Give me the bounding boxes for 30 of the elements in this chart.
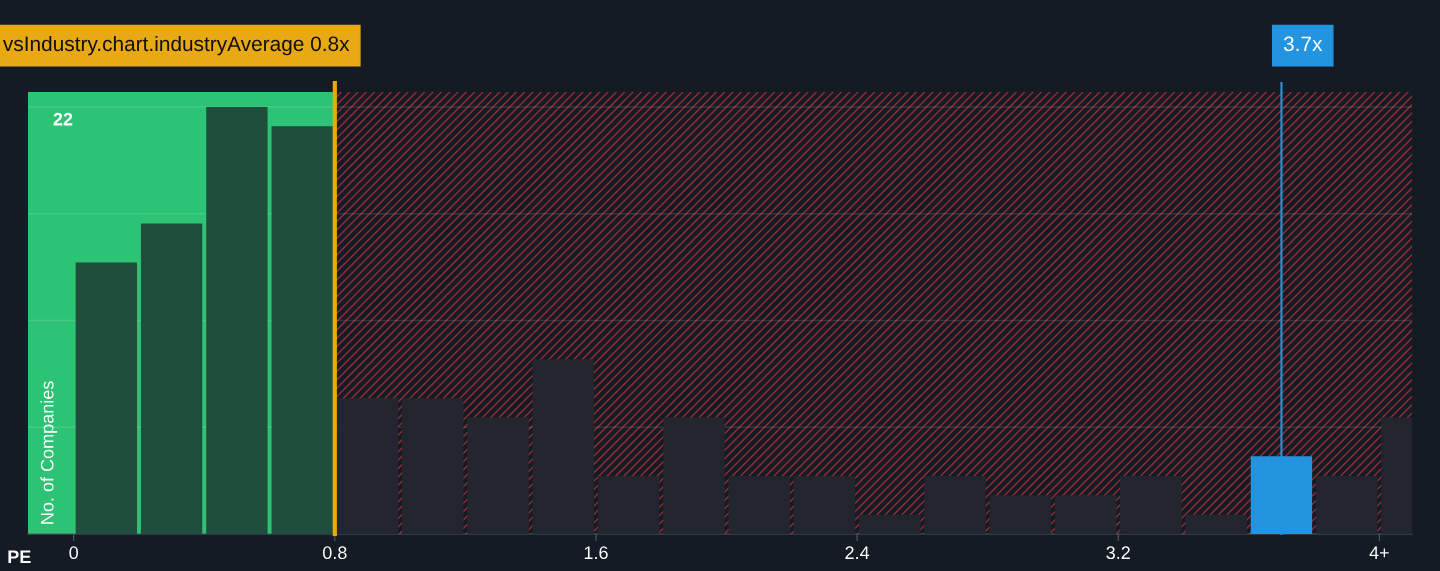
bar <box>924 475 986 534</box>
bar <box>859 514 921 534</box>
bar <box>75 262 138 534</box>
bar <box>402 398 464 534</box>
bar <box>989 495 1051 534</box>
bar <box>271 126 333 534</box>
bar <box>1054 495 1117 534</box>
y-axis-title: No. of Companies <box>40 381 58 524</box>
x-tick-label: 0 <box>69 546 79 560</box>
bar <box>663 417 725 534</box>
bar <box>793 475 856 534</box>
annotation: 22 <box>53 112 73 126</box>
x-tick-label: 1.6 <box>584 546 608 560</box>
bar <box>140 223 203 534</box>
bar <box>467 417 529 534</box>
bar <box>728 475 790 534</box>
bar <box>206 106 268 534</box>
bar <box>1120 475 1182 534</box>
bar <box>1316 475 1378 534</box>
x-tick-label: 3.2 <box>1106 546 1130 560</box>
bar <box>597 475 660 534</box>
x-tick-label: 0.8 <box>322 546 347 560</box>
x-axis-title: PE <box>8 550 31 563</box>
x-tick-label: 4+ <box>1369 546 1389 559</box>
ref-line-label: 3.7x <box>1283 36 1323 52</box>
bar <box>532 359 594 534</box>
bar <box>1185 514 1247 534</box>
bar <box>336 398 399 534</box>
ref-line-label: vsIndustry.chart.industryAverage 0.8x <box>2 35 350 56</box>
x-tick-label: 2.4 <box>845 546 870 559</box>
